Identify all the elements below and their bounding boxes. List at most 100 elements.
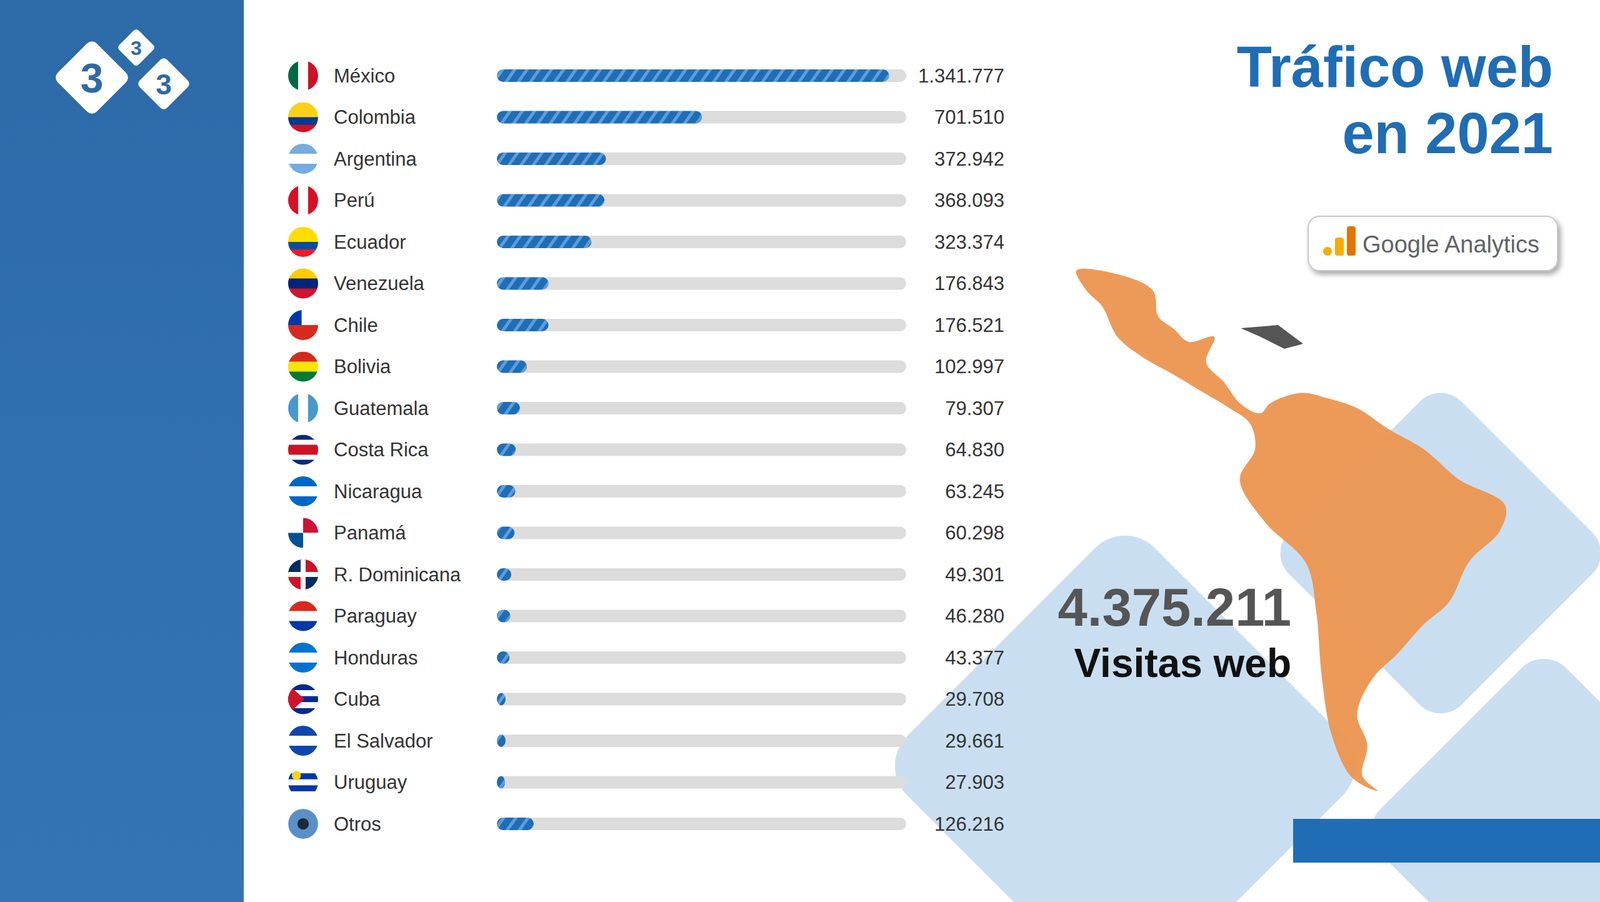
data-label: 49.301 [945,563,1005,586]
bar-track [496,277,907,290]
data-label: 102.997 [934,355,1005,378]
flag [288,310,319,341]
category-label: Bolivia [333,355,392,378]
flag-part [288,241,319,250]
flag-part [288,102,319,119]
flag-part [288,125,319,134]
map-island [1240,325,1304,349]
flag-part [288,325,319,341]
bar [496,817,534,830]
bars [496,69,890,830]
category-label: Perú [333,189,375,212]
flag-part [288,185,299,216]
bar [496,610,511,623]
category-label: Paraguay [333,605,417,627]
flag [288,808,319,839]
flag [288,767,319,799]
flag-part [298,185,309,216]
category-label: Uruguay [333,771,408,794]
bar-track [496,651,907,664]
category-label: México [333,65,395,87]
flag-part [288,476,319,487]
flag-part [288,440,319,446]
flag [288,143,319,175]
bar-track [496,817,907,830]
badge-icon [1335,237,1344,256]
data-label: 60.298 [945,521,1005,544]
flag-part [288,662,319,674]
flag-part [288,445,319,456]
bar-track [496,693,907,706]
flag [288,559,319,590]
bar [496,194,605,207]
bar-tracks [496,69,907,830]
flag [288,601,319,632]
data-label: 176.843 [934,272,1005,295]
chart-container: 333MéxicoColombiaArgentinaPerúEcuadorVen… [0,0,1600,902]
flag [288,268,319,300]
bar [496,651,510,664]
bar-track [496,194,907,207]
bar [496,360,527,374]
flag-part [288,779,319,786]
title: Tráfico weben 2021 [1236,35,1554,165]
title-line: Tráfico web [1236,35,1554,99]
bar [496,485,516,498]
chart-svg: 333MéxicoColombiaArgentinaPerúEcuadorVen… [0,0,1600,902]
flag-part [288,745,319,757]
data-label: 126.216 [934,813,1005,835]
bar [496,152,606,165]
flag-part [288,226,319,243]
flag-part [288,808,319,839]
flag [288,725,319,757]
category-label: Nicaragua [333,480,423,503]
flag-part [288,684,305,715]
data-labels: 1.341.777701.510372.942368.093323.374176… [918,65,1005,835]
flag-part [288,518,319,534]
bar-track [496,734,907,747]
bar [496,526,515,540]
logo-diamond [53,38,131,117]
bar-track [496,776,907,789]
flag [288,226,319,258]
flag-part [297,818,309,830]
flag-part [288,371,319,383]
bar [496,776,505,789]
flag-part [303,533,319,549]
data-label: 63.245 [945,480,1005,503]
category-label: Panamá [333,521,407,544]
bar-track [496,568,907,581]
logo-digit: 3 [80,55,104,102]
flag [288,351,319,383]
bottom-band [1293,818,1600,863]
flag [288,102,319,134]
data-label: 701.510 [934,106,1005,129]
flag-part [291,771,301,780]
total-label: Visitas web [1074,640,1292,686]
category-label: Venezuela [333,272,425,295]
bar [496,734,506,747]
logo: 333 [53,28,192,117]
flag [288,476,319,507]
data-label: 43.377 [945,646,1005,669]
bar [496,277,549,290]
data-label: 1.341.777 [918,65,1005,87]
bar-track [496,526,907,540]
category-label: Costa Rica [333,438,429,461]
flag-part [308,185,319,216]
flag-part [288,361,319,373]
data-label: 46.280 [945,605,1005,627]
bar-track [496,318,907,332]
flag-part [288,351,319,363]
data-label: 79.307 [945,397,1005,420]
category-label: Argentina [333,148,417,170]
flag-part [288,642,319,654]
flag-part [288,785,319,792]
flag-part [288,518,304,534]
badge-icon [1346,226,1356,256]
category-label: Colombia [333,106,417,129]
flag-part [288,268,319,280]
flag-part [288,435,319,441]
flag [288,60,319,91]
data-label: 64.830 [945,438,1005,461]
